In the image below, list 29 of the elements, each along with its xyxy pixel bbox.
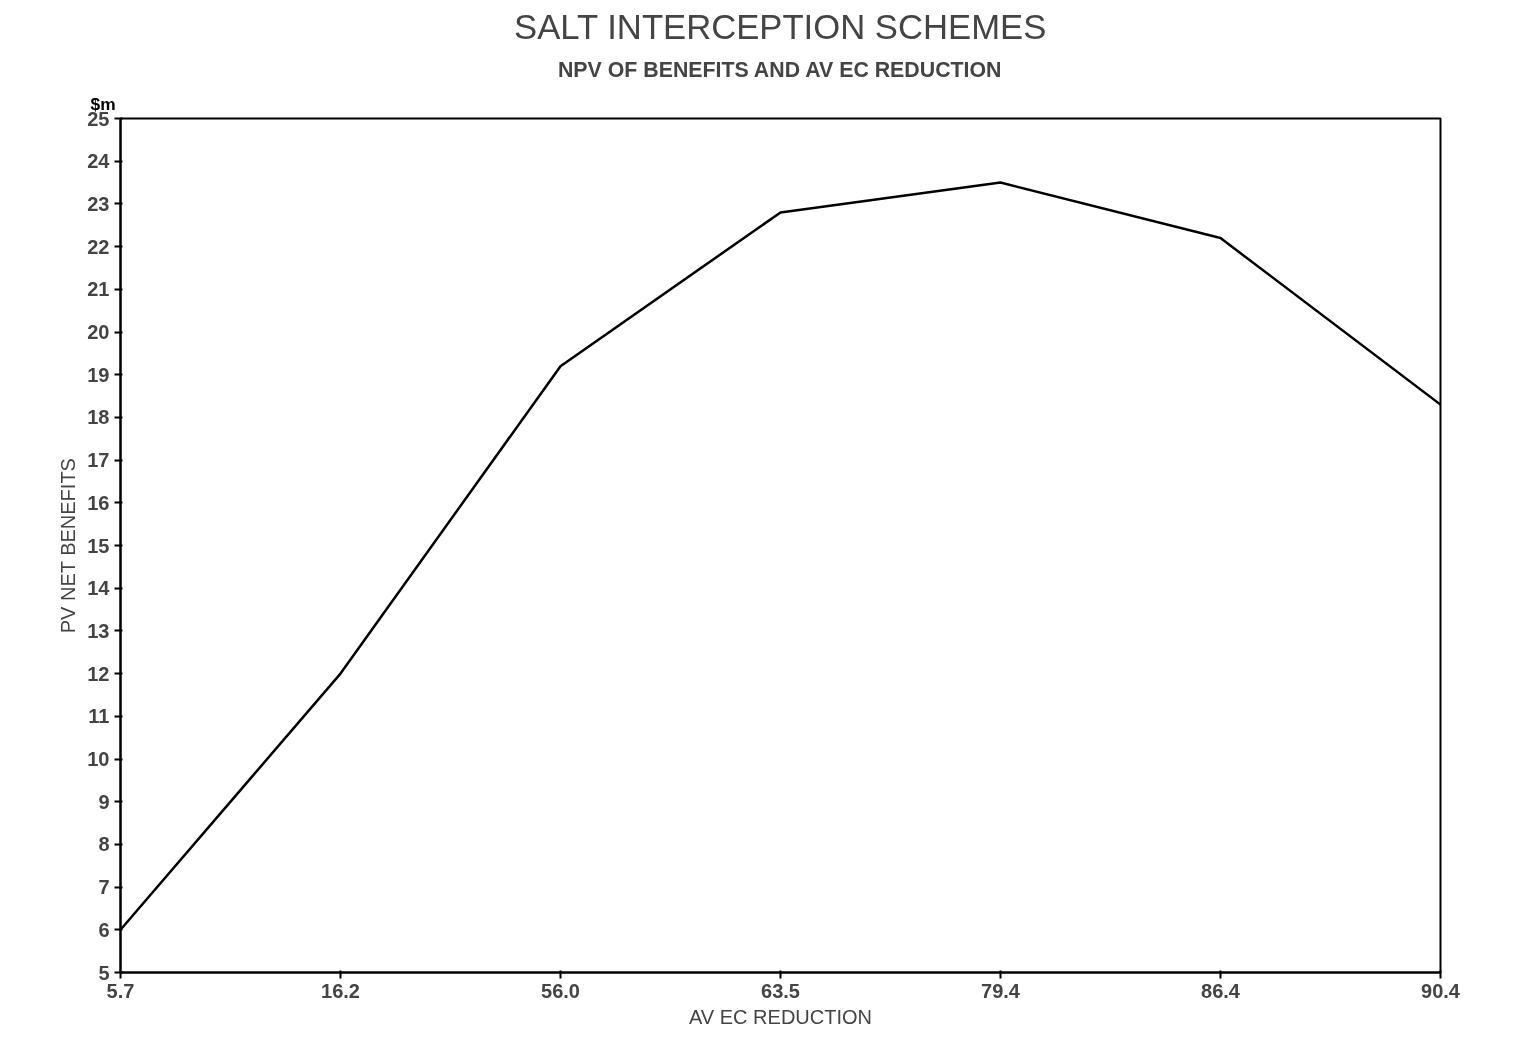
y-tick-label: 24 — [87, 150, 111, 173]
y-tick-label: 12 — [87, 662, 110, 685]
y-tick-label: 7 — [98, 876, 110, 899]
x-tick-label: 56.0 — [541, 979, 580, 1002]
x-tick-label: 63.5 — [761, 979, 800, 1002]
y-tick-label: 19 — [87, 363, 110, 386]
y-tick-label: 22 — [87, 235, 110, 258]
y-tick-label: 14 — [87, 577, 111, 600]
y-tick-label: 23 — [87, 192, 110, 215]
x-axis-title: AV EC REDUCTION — [689, 1005, 872, 1028]
y-tick-label: 17 — [87, 449, 110, 472]
y-tick-label: 9 — [98, 790, 110, 813]
y-tick-label: 18 — [87, 406, 110, 429]
y-tick-label: 21 — [87, 278, 110, 301]
y-tick-label: 10 — [87, 748, 110, 770]
y-tick-label: 8 — [98, 833, 110, 856]
x-tick-label: 79.4 — [981, 979, 1021, 1002]
y-tick-label: 6 — [98, 918, 110, 941]
y-tick-label: 11 — [88, 705, 110, 728]
y-axis-title: PV NET BENEFITS — [57, 458, 80, 634]
x-tick-label: 86.4 — [1201, 979, 1241, 1002]
chart-subtitle: NPV OF BENEFITS AND AV EC REDUCTION — [557, 57, 1002, 82]
x-tick-label: 90.4 — [1421, 979, 1461, 1002]
x-tick-label: 16.2 — [321, 979, 360, 1002]
y-tick-label: 13 — [87, 619, 110, 642]
y-tick-label: 16 — [87, 491, 110, 514]
y-tick-label: 20 — [87, 321, 110, 343]
y-tick-label: 15 — [87, 534, 110, 557]
chart-title: SALT INTERCEPTION SCHEMES — [514, 7, 1047, 46]
